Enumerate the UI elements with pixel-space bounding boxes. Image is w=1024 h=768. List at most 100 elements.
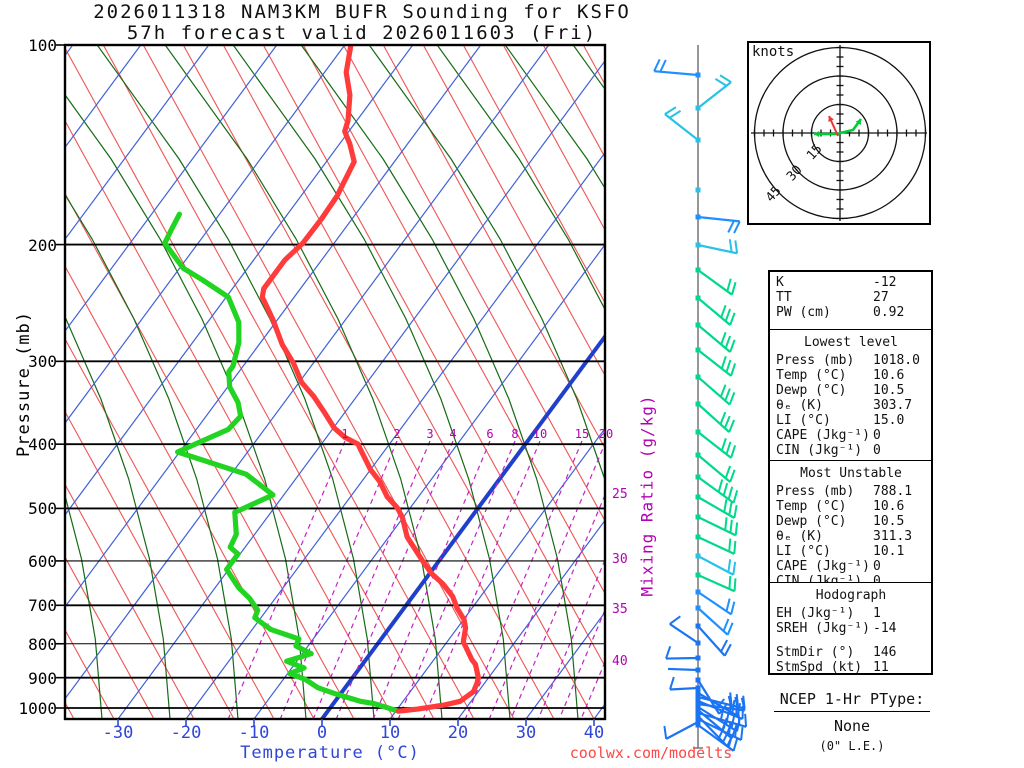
stats-section: Most Unstable Press (mb) 788.1 Temp (°C) 10.… [770, 460, 931, 582]
wind-barb [665, 645, 701, 661]
plot-border [63, 43, 607, 721]
temperature-tick-label: 30 [515, 723, 537, 743]
wind-barb [669, 676, 701, 691]
mixing-ratio-label: 35 [612, 602, 628, 617]
pressure-tick-label: 600 [28, 551, 57, 571]
stat-value: 10.6 [873, 499, 905, 514]
wind-barbs [653, 58, 748, 752]
stat-label: LI (°C) [776, 544, 831, 559]
wind-barb [695, 267, 737, 296]
arrowhead [814, 130, 820, 138]
stat-label: Temp (°C) [776, 368, 847, 383]
wind-barb [695, 572, 737, 593]
wind-barb [695, 534, 737, 555]
table-row: Dewp (°C) 10.5 [776, 383, 926, 398]
pressure-tick-label: 900 [28, 668, 57, 688]
temperature-tick-label: -30 [102, 723, 134, 743]
table-row: PW (cm) 0.92 [776, 305, 926, 320]
mixing-ratio-label: 2 [393, 427, 401, 441]
stat-value: 10.1 [873, 544, 905, 559]
wind-barb [695, 474, 739, 504]
skewt-field [65, 45, 605, 719]
temperature-tick-label: -20 [170, 723, 202, 743]
table-row: Temp (°C) 10.6 [776, 368, 926, 383]
wind-barb [669, 615, 701, 646]
hodograph-plot [751, 45, 927, 221]
stat-label: CAPE (Jkg⁻¹) [776, 559, 870, 574]
page-title: 2026011318 NAM3KM BUFR Sounding for KSFO… [0, 2, 724, 44]
table-row: StmSpd (kt) 11 [776, 660, 926, 673]
watermark-link[interactable]: coolwx.com/modelts [569, 744, 733, 762]
mixing-ratio-label: 15 [574, 427, 590, 441]
table-row: Press (mb) 788.1 [776, 484, 926, 499]
mixing-ratio-label: 25 [612, 487, 628, 502]
wind-barb [653, 58, 701, 78]
wind-barb [695, 623, 732, 657]
table-row: SREH (Jkg⁻¹) -14 [776, 621, 926, 636]
title-line-2: 57h forecast valid 2026011603 (Fri) [126, 22, 598, 44]
wind-barb [695, 605, 734, 636]
wind-barb [695, 401, 736, 433]
wind-barb [695, 695, 746, 712]
stats-table: K -12 TT 27 PW (cm) 0.92 Lowest level Press (mb… [768, 270, 933, 675]
table-row: LI (°C) 10.1 [776, 544, 926, 559]
wind-barb [695, 214, 741, 234]
ptype-value: None [833, 717, 871, 735]
table-row: Dewp (°C) 10.5 [776, 514, 926, 529]
table-row: CAPE (Jkg⁻¹) 0 [776, 559, 926, 574]
temperature-tick-label: 40 [583, 723, 605, 743]
dewpoint-profile-line [162, 211, 402, 714]
wind-barb [695, 429, 737, 459]
wind-barb [695, 710, 748, 728]
table-row: TT 27 [776, 290, 926, 305]
pressure-tick-label: 200 [28, 235, 57, 255]
mixing-ratio-axis-label: Mixing Ratio (g/kg) [637, 394, 657, 597]
stats-section: K -12 TT 27 PW (cm) 0.92 [770, 272, 931, 329]
table-row: θₑ (K) 311.3 [776, 529, 926, 544]
stat-value: 11 [873, 660, 889, 673]
stat-label: StmDir (°) [776, 645, 855, 660]
table-row: Temp (°C) 10.6 [776, 499, 926, 514]
mixing-ratio-lines [227, 440, 605, 719]
stats-section: Lowest level Press (mb) 1018.0 Temp (°C) 10.… [770, 329, 931, 460]
wind-barb [695, 74, 732, 111]
wind-barb [664, 106, 701, 143]
stat-label: StmSpd (kt) [776, 660, 863, 673]
wind-barb [695, 187, 701, 193]
table-row: CAPE (Jkg⁻¹) 0 [776, 428, 926, 443]
mixing-ratio-label: 1 [341, 427, 349, 441]
stat-label: CIN (Jkg⁻¹) [776, 443, 863, 458]
wind-barb [695, 716, 744, 742]
hodograph-panel [747, 41, 931, 225]
wind-barb [695, 322, 736, 353]
mixing-ratio-label: 8 [511, 427, 519, 441]
stat-value: 146 [873, 645, 897, 660]
stat-label: TT [776, 290, 792, 305]
stat-value: 303.7 [873, 398, 913, 413]
stat-label: Press (mb) [776, 484, 855, 499]
stat-value: 27 [873, 290, 889, 305]
stat-label: CIN (Jkg⁻¹) [776, 574, 863, 582]
title-line-1: 2026011318 NAM3KM BUFR Sounding for KSFO [93, 1, 631, 23]
pressure-tick-label: 500 [28, 499, 57, 519]
pressure-tick-label: 400 [28, 435, 57, 455]
stat-label: SREH (Jkg⁻¹) [776, 621, 870, 636]
stat-label: EH (Jkg⁻¹) [776, 606, 855, 621]
temperature-tick-label: 10 [379, 723, 401, 743]
wind-barb [695, 347, 737, 377]
temperature-tick-label: 20 [447, 723, 469, 743]
stats-section-header: Lowest level [804, 335, 898, 350]
temperature-axis-label: Temperature (°C) [240, 743, 420, 763]
hodograph-trace [814, 118, 863, 136]
stats-section-header: Most Unstable [800, 466, 902, 481]
stats-section-header: Hodograph [815, 588, 887, 603]
stat-label: PW (cm) [776, 305, 831, 320]
table-row: LI (°C) 15.0 [776, 413, 926, 428]
moist-adiabats [65, 45, 605, 719]
table-row: K -12 [776, 275, 926, 290]
stat-label: θₑ (K) [776, 529, 823, 544]
stat-value: 311.3 [873, 529, 913, 544]
wind-barb [695, 553, 737, 576]
wind-barb [695, 295, 736, 326]
